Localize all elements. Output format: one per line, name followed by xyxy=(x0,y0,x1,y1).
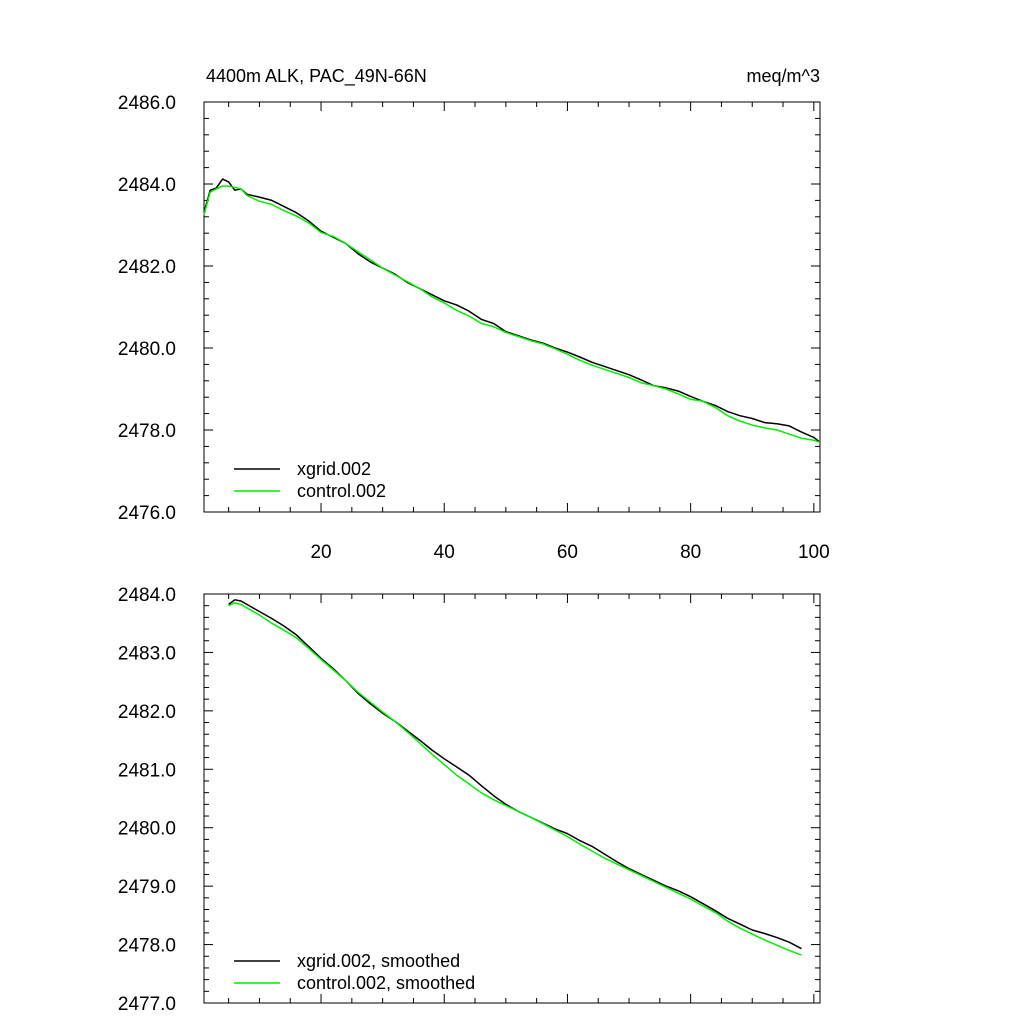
series-line-2 xyxy=(228,602,802,956)
series-line-2 xyxy=(203,185,821,444)
x-tick-label: 100 xyxy=(798,542,830,563)
y-tick-label: 2486.0 xyxy=(118,93,176,114)
legend-label: xgrid.002 xyxy=(297,459,371,479)
chart-panel-1: 20 40 60 80 100 2476.0 2478.0 2480.0 2482.0 2484.… xyxy=(118,66,830,563)
chart-title: 4400m ALK, PAC_49N-66N xyxy=(206,66,427,87)
chart-units: meq/m^3 xyxy=(747,66,820,86)
legend-label: xgrid.002, smoothed xyxy=(297,951,460,971)
x-tick-label: 20 xyxy=(310,542,331,563)
x-tick-label: 40 xyxy=(434,542,455,563)
y-tick-label: 2482.0 xyxy=(118,702,176,723)
y-tick-label: 2481.0 xyxy=(118,760,176,781)
y-tick-label: 2478.0 xyxy=(118,936,176,957)
legend-label: control.002, smoothed xyxy=(297,973,475,993)
plot-frame xyxy=(203,593,821,1004)
x-tick-label: 80 xyxy=(680,542,701,563)
y-tick-label: 2478.0 xyxy=(118,421,176,442)
y-tick-label: 2480.0 xyxy=(118,819,176,840)
y-tick-label: 2479.0 xyxy=(118,877,176,898)
y-tick-label: 2484.0 xyxy=(118,175,176,196)
legend-label: control.002 xyxy=(297,481,386,501)
series-line-1 xyxy=(228,599,802,950)
chart-panel-2: 2477.0 2478.0 2479.0 2480.0 2481.0 2482.0 2483… xyxy=(118,585,821,1015)
y-tick-label: 2483.0 xyxy=(118,643,176,664)
series-line-1 xyxy=(203,178,821,443)
plot-frame xyxy=(203,101,821,513)
y-tick-label: 2484.0 xyxy=(118,585,176,606)
x-tick-label: 60 xyxy=(557,542,578,563)
y-tick-label: 2477.0 xyxy=(118,994,176,1015)
y-tick-label: 2480.0 xyxy=(118,339,176,360)
y-tick-label: 2476.0 xyxy=(118,503,176,524)
y-tick-label: 2482.0 xyxy=(118,257,176,278)
